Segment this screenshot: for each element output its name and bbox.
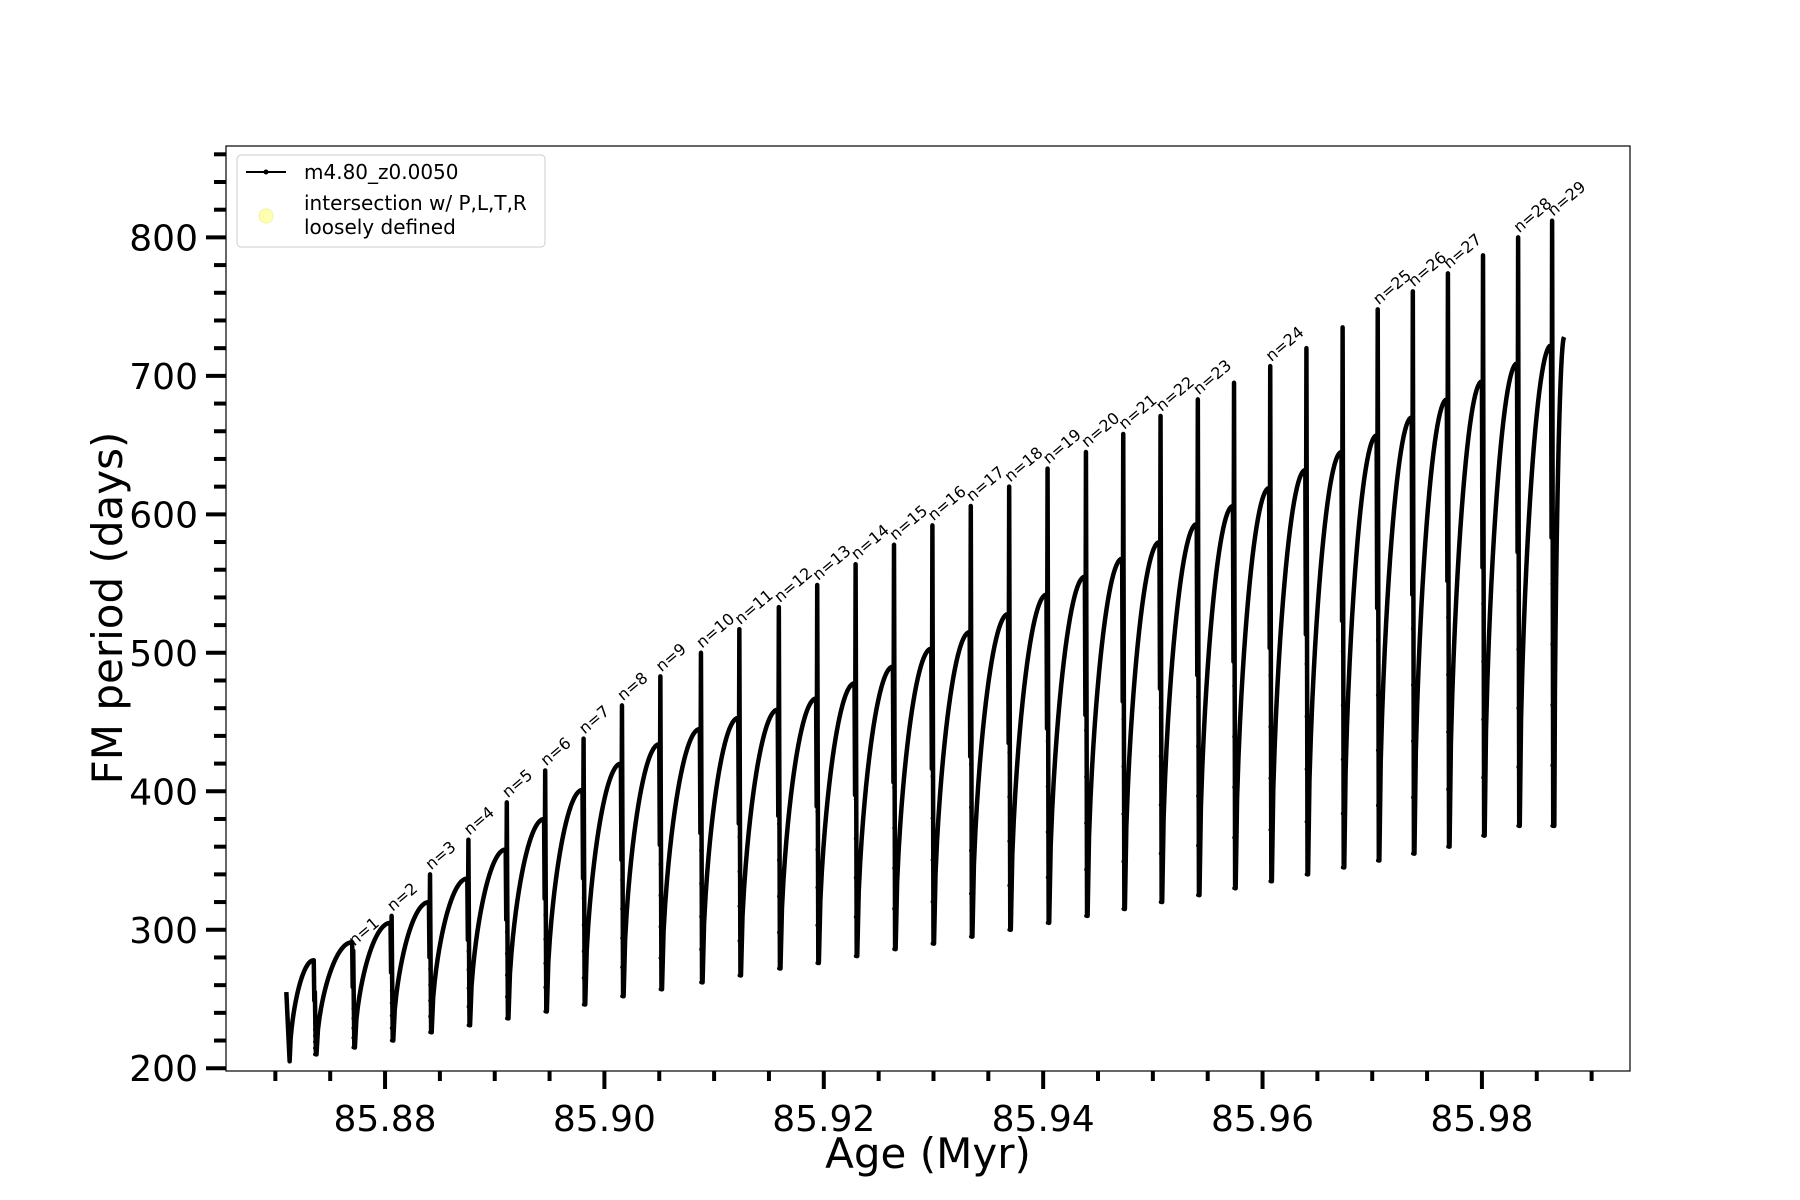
- legend-intersection-label-line2: loosely defined: [304, 215, 456, 239]
- y-axis: 200 300 400 500 600 700 800: [129, 152, 226, 1090]
- y-tick-label: 600: [129, 495, 198, 536]
- y-tick-label: 200: [129, 1049, 198, 1090]
- pulse-label: n=8: [613, 668, 651, 704]
- legend-line-dot: [263, 169, 269, 175]
- legend-intersection-label-line1: intersection w/ P,L,T,R: [304, 191, 527, 215]
- legend-box: [236, 154, 546, 248]
- x-axis-title: Age (Myr): [825, 1129, 1031, 1178]
- x-tick-label: 85.90: [553, 1099, 656, 1140]
- y-axis-title: FM period (days): [83, 432, 132, 785]
- y-tick-label: 300: [129, 911, 198, 952]
- pulse-label: n=7: [575, 701, 613, 737]
- pulse-label: n=14: [847, 520, 893, 563]
- pulse-label: n=21: [1115, 390, 1161, 433]
- pulse-label: n=19: [1039, 425, 1085, 468]
- x-tick-label: 85.88: [334, 1099, 437, 1140]
- y-tick-label: 700: [129, 357, 198, 398]
- pulse-label: n=3: [421, 837, 459, 873]
- pulse-label: n=20: [1077, 408, 1123, 451]
- x-tick-label: 85.98: [1430, 1099, 1533, 1140]
- pulse-label: n=22: [1152, 372, 1198, 415]
- x-tick-label: 85.92: [772, 1099, 875, 1140]
- pulse-label: n=16: [924, 482, 970, 525]
- pulse-label: n=24: [1262, 322, 1308, 365]
- pulse-label: n=9: [652, 639, 690, 675]
- legend-series-label: m4.80_z0.0050: [304, 160, 459, 184]
- pulse-label: n=6: [537, 733, 575, 769]
- y-tick-label: 500: [129, 634, 198, 675]
- pulse-label: n=27: [1439, 230, 1485, 273]
- legend: m4.80_z0.0050 intersection w/ P,L,T,R lo…: [236, 154, 546, 248]
- y-tick-label: 400: [129, 772, 198, 813]
- pulse-label: n=18: [1001, 443, 1047, 486]
- x-tick-label: 85.94: [992, 1099, 1095, 1140]
- pulse-label: n=17: [962, 462, 1008, 505]
- pulse-label: n=4: [460, 803, 498, 839]
- pulse-label: n=29: [1544, 177, 1590, 220]
- series-layer: [284, 218, 1567, 1064]
- x-tick-label: 85.96: [1211, 1099, 1314, 1140]
- pulse-label: n=5: [498, 765, 536, 801]
- plot-frame: [225, 145, 1631, 1072]
- pulse-label: n=2: [383, 879, 421, 915]
- legend-intersection-marker: [258, 208, 274, 224]
- x-axis: 85.88 85.90 85.92 85.94 85.96 85.98: [273, 1071, 1594, 1140]
- y-tick-label: 800: [129, 218, 198, 259]
- series-line: [284, 218, 1567, 1064]
- pulse-label: n=23: [1189, 356, 1235, 399]
- pulse-label: n=15: [885, 501, 931, 544]
